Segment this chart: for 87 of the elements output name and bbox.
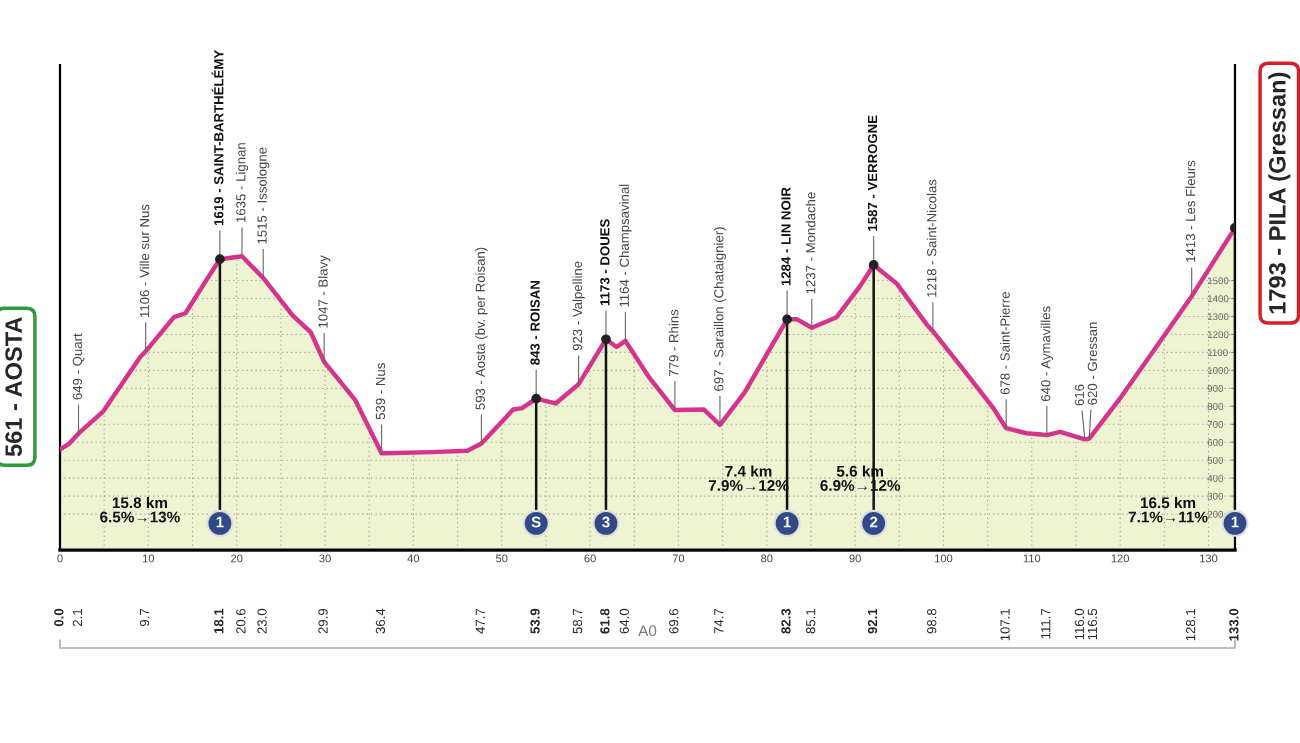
data-label: 678 - Saint-Pierre — [1000, 292, 1010, 395]
y-tick-label: 1300 — [1207, 313, 1229, 321]
data-label: 1284 - LIN NOIR — [781, 187, 791, 286]
data-label: 649 - Quart — [72, 333, 85, 400]
x2-tick-label: 110 — [1023, 554, 1041, 563]
data-label: 1047 - Blavy — [318, 255, 331, 328]
x-tick-label: 69.6 — [669, 608, 679, 634]
x-tick-label: 47.7 — [475, 608, 485, 634]
x2-tick-label: 130 — [1200, 554, 1218, 563]
x2-tick-label: 40 — [407, 554, 420, 563]
x-tick-label: 61.8 — [600, 608, 610, 634]
y-tick-label: 1400 — [1207, 295, 1229, 303]
y-tick-label: 900 — [1207, 385, 1224, 392]
data-label: 923 - Valpelline — [572, 261, 585, 351]
data-label: 593 - Aosta (bv. per Roisan) — [475, 247, 488, 410]
annotation: 1 — [1231, 516, 1239, 528]
text: A0 — [638, 625, 657, 637]
x-tick-label: 0.0 — [54, 608, 64, 627]
data-label: 1218 - Saint-Nicolas — [926, 179, 937, 297]
x-tick-label: 2.1 — [72, 608, 82, 627]
x2-tick-label: 20 — [231, 554, 243, 563]
x-tick-label: 23.0 — [257, 608, 267, 634]
x-tick-label: 9.7 — [139, 608, 150, 627]
x2-tick-label: 120 — [1111, 554, 1129, 563]
y-tick-label: 500 — [1207, 456, 1224, 464]
x2-tick-label: 10 — [143, 554, 155, 563]
x2-tick-label: 50 — [495, 554, 508, 563]
y-tick-label: 700 — [1207, 420, 1224, 428]
data-label: 843 - ROISAN — [530, 281, 540, 365]
x-tick-label: 20.6 — [236, 608, 246, 634]
data-label: 539 - Nus — [375, 363, 386, 420]
annotation: 15.8 km 6.5%→13% — [100, 496, 180, 523]
x-tick-label: 58.7 — [572, 608, 583, 634]
annotation: 2 — [869, 516, 878, 528]
data-label: 779 - Rhins — [668, 309, 679, 377]
x-tick-label: 74.7 — [714, 608, 724, 634]
annotation: 16.5 km 7.1%→11% — [1128, 496, 1208, 523]
x-tick-label: 36.4 — [375, 608, 386, 634]
x-tick-label: 29.9 — [318, 608, 328, 634]
x-tick-label: 53.9 — [530, 608, 540, 634]
data-label: 1793 - PILA (Gressan) — [1268, 72, 1291, 314]
data-label: 697 - Saraillon (Chataignier) — [713, 227, 727, 391]
x-tick-label: 82.3 — [781, 608, 791, 634]
x2-tick-label: 70 — [672, 554, 685, 563]
x-tick-label: 64.0 — [619, 608, 629, 634]
annotation: S — [531, 516, 541, 528]
data-label: 561 - AOSTA — [5, 317, 22, 457]
data-label: 616 — [1074, 384, 1085, 406]
data-label: 1413 - Les Fleurs — [1185, 160, 1196, 262]
data-label: 620 - Gressan — [1087, 322, 1098, 405]
x2-tick-label: 80 — [761, 554, 773, 563]
x-tick-label: 92.1 — [867, 608, 878, 634]
y-tick-label: 1000 — [1207, 367, 1229, 374]
x-tick-label: 98.8 — [927, 608, 937, 634]
x-tick-label: 128.1 — [1185, 608, 1196, 641]
data-label: 640 - Aymavilles — [1040, 306, 1053, 402]
annotation: 1 — [216, 516, 224, 528]
x2-tick-label: 90 — [849, 554, 861, 563]
x-tick-label: 133.0 — [1229, 608, 1239, 641]
y-tick-label: 300 — [1207, 492, 1224, 500]
y-tick-label: 400 — [1207, 474, 1224, 482]
x-tick-label: 85.1 — [806, 608, 816, 634]
y-tick-label: 200 — [1207, 510, 1224, 518]
y-tick-label: 800 — [1207, 403, 1224, 410]
annotation: 3 — [602, 516, 610, 528]
y-tick-label: 600 — [1207, 438, 1224, 446]
x2-tick-label: 60 — [584, 554, 596, 563]
x-tick-label: 18.1 — [214, 608, 224, 634]
x-tick-label: 107.1 — [1000, 608, 1010, 641]
x2-tick-label: 100 — [935, 554, 953, 563]
x2-tick-label: 0 — [57, 554, 63, 563]
x2-tick-label: 30 — [319, 554, 331, 563]
y-tick-label: 1500 — [1207, 277, 1229, 285]
x-tick-label: 116.0 — [1074, 608, 1085, 640]
data-label: 1106 - Ville sur Nus — [139, 204, 150, 317]
y-tick-label: 1100 — [1207, 349, 1228, 357]
data-label: 1515 - Issologne — [257, 147, 270, 244]
data-label: 1164 - Champsavinal — [619, 184, 632, 307]
data-label: 1619 - SAINT-BARTHÉLÉMY — [211, 50, 224, 226]
data-label: 1173 - DOUES — [600, 219, 610, 306]
data-label: 1237 - Mondache — [805, 192, 816, 294]
data-label: 1587 - VERROGNE — [867, 115, 878, 231]
y-tick-label: 1200 — [1207, 331, 1229, 339]
data-label: 1635 - Lignan — [235, 143, 249, 222]
x-tick-label: 111.7 — [1041, 608, 1051, 639]
annotation: 1 — [783, 516, 791, 528]
x-tick-label: 116.5 — [1087, 608, 1098, 640]
